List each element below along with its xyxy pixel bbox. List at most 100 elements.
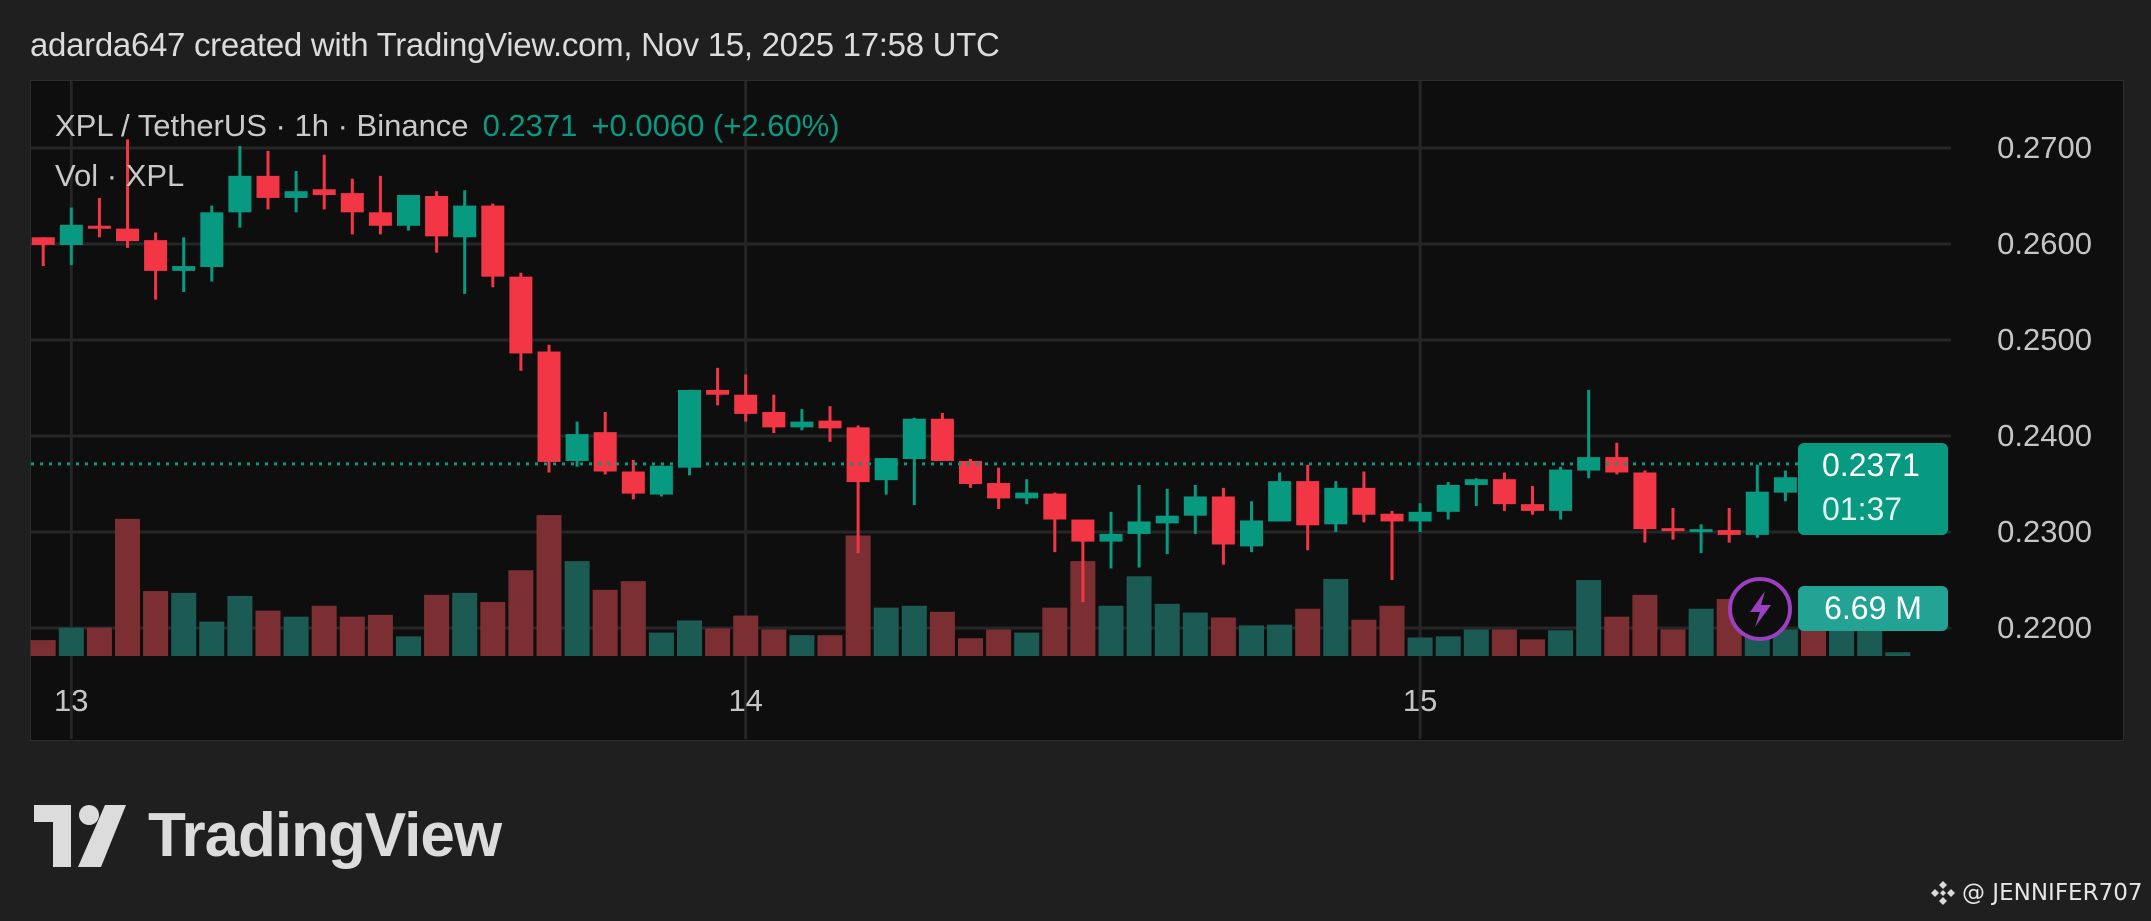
candle-body [537,351,561,462]
candle-body [284,191,308,198]
candle [1773,470,1797,502]
candle [144,232,168,300]
candle-body [874,458,898,481]
volume-bar [536,515,562,656]
volume-bar [1491,629,1517,656]
volume-bar [424,594,450,656]
candle [59,207,83,266]
candle-body [368,212,392,226]
candle [930,412,954,461]
candle [481,203,505,288]
volume-bar [620,581,646,656]
volume-bar [452,592,478,656]
tradingview-logo: TradingView [34,800,502,871]
candle-body [649,465,673,495]
candle-body [312,189,336,196]
volume-bar [1042,607,1068,656]
volume-bar [761,629,787,656]
last-price-tag-value: 0.2371 [1822,447,1920,483]
volume-bar [480,601,506,656]
candle [1408,503,1432,532]
watermark-text: @ JENNIFER707 [1962,880,2143,906]
candle-body [228,175,252,213]
candle-body [1268,481,1292,522]
volume-bar [1576,580,1602,656]
candle [368,175,392,235]
candle-body [1717,530,1741,535]
volume-bar [1660,629,1686,656]
candle-body [930,418,954,461]
logo-text: TradingView [148,801,502,870]
candle-body [453,205,477,238]
candle [1296,464,1320,551]
volume-bar [30,640,56,656]
candle-body [1015,492,1039,499]
last-price-value: 0.2371 [482,108,578,143]
candle [790,409,814,431]
chart-caption: adarda647 created with TradingView.com, … [30,26,1000,63]
candle [116,139,139,248]
candle [1464,478,1488,507]
candle-body [340,193,364,213]
candle-body [31,237,55,245]
candle-body [762,412,786,428]
candle-body [846,427,870,483]
volume-bar [311,605,337,656]
candle [284,171,308,213]
candle-body [509,276,533,354]
volume-bar [648,632,674,656]
candle [340,178,364,235]
volume-bar [1407,637,1433,656]
candle [593,412,617,475]
candle-body [172,266,196,271]
candle [87,197,111,238]
candle [509,272,533,371]
candle-body [1296,481,1320,526]
candle [1549,466,1573,520]
candle-body [59,224,83,245]
volume-bar [677,620,702,656]
volume-bar [1267,624,1293,656]
volume-bar [1239,625,1264,656]
candle-body [481,205,505,277]
candle-body [425,196,449,237]
candle [1633,470,1657,543]
volume-bar [58,627,84,656]
candle [621,460,645,500]
candle-body [621,471,645,494]
candle [1745,464,1769,538]
candle-body [1549,469,1573,511]
lightning-icon[interactable] [1728,577,1792,641]
candle-body [1464,479,1488,485]
volume-bar [789,635,815,656]
candle-body [1436,484,1460,512]
candle-body [144,240,168,271]
candle-body [1689,529,1713,533]
candle-body [790,421,814,428]
volume-bar [1632,594,1658,656]
volume-bar [508,570,534,656]
candle [846,425,870,554]
candle [565,421,589,467]
candle [425,191,449,253]
binance-icon [1931,881,1955,905]
candle-body [1324,487,1348,525]
volume-bar [1885,652,1911,656]
candle-body [87,225,111,229]
volume-bar [143,591,169,656]
volume-bar [873,607,899,656]
volume-bar [1548,630,1574,656]
candle [256,150,280,210]
volume-bar [1014,632,1040,656]
volume-bar [367,614,393,656]
candle [1717,508,1741,543]
candle [678,389,701,476]
candle-body [678,389,701,468]
volume-bar [1154,603,1180,656]
volume-bar [1126,576,1152,656]
volume-bar [1435,636,1461,656]
candle [1155,488,1179,555]
candle [1043,492,1067,553]
volume-bar [339,616,365,656]
